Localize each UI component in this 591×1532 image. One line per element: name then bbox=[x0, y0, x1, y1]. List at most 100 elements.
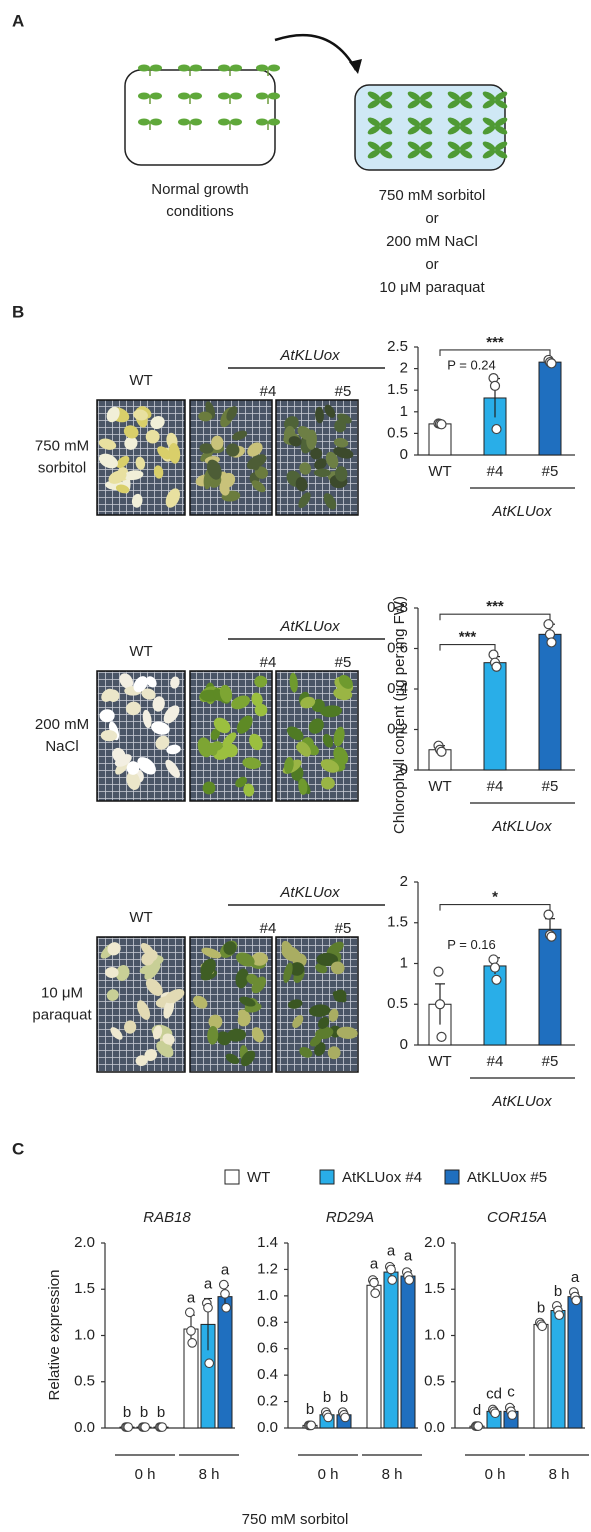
leaf bbox=[254, 703, 268, 717]
leaf bbox=[325, 451, 339, 469]
leaf bbox=[198, 411, 213, 422]
bar bbox=[533, 1323, 549, 1429]
condition-label: 200 mM bbox=[35, 716, 89, 733]
leaf bbox=[98, 438, 117, 450]
leaf bbox=[124, 1020, 137, 1034]
data-point bbox=[203, 1302, 213, 1313]
leaf bbox=[308, 718, 324, 734]
condition-label: paraquat bbox=[32, 1006, 92, 1023]
seedling bbox=[138, 118, 150, 126]
data-point bbox=[537, 1321, 548, 1332]
seedling bbox=[419, 91, 433, 101]
leaf bbox=[289, 672, 298, 693]
leaf bbox=[208, 1014, 223, 1029]
bar bbox=[366, 1284, 382, 1429]
caption: or bbox=[425, 256, 438, 273]
leaf bbox=[283, 962, 293, 983]
data-point bbox=[489, 962, 501, 973]
leaf bbox=[298, 492, 311, 509]
x-tick-label: WT bbox=[428, 1053, 451, 1070]
seedling bbox=[407, 99, 421, 109]
significance-letter: b bbox=[554, 1283, 562, 1300]
leaf bbox=[316, 952, 339, 967]
leaf bbox=[164, 989, 185, 1004]
y-tick-label: 0.8 bbox=[257, 1313, 278, 1330]
y-tick-label: 1.5 bbox=[74, 1280, 95, 1297]
legend-label: AtKLUox #4 bbox=[342, 1169, 422, 1186]
leaf bbox=[168, 443, 181, 464]
y-tick-label: 0 bbox=[400, 1036, 408, 1053]
y-tick-label: 1.5 bbox=[424, 1280, 445, 1297]
seedling bbox=[459, 149, 473, 159]
leaf bbox=[207, 1025, 219, 1045]
leaf bbox=[249, 733, 263, 751]
data-point bbox=[491, 423, 502, 435]
y-tick-label: 1.0 bbox=[257, 1287, 278, 1304]
leaf bbox=[110, 1027, 123, 1040]
seedling bbox=[494, 141, 508, 151]
significance-bracket bbox=[439, 349, 551, 356]
leaf bbox=[299, 1046, 313, 1058]
column-label: WT bbox=[129, 643, 152, 660]
significance-letter: b bbox=[306, 1401, 314, 1418]
leaf bbox=[125, 701, 141, 716]
leaf bbox=[131, 493, 143, 508]
leaf bbox=[146, 676, 157, 688]
seedling bbox=[482, 91, 496, 101]
data-point bbox=[340, 1412, 351, 1423]
seedling bbox=[494, 117, 508, 127]
legend-swatch bbox=[444, 1169, 460, 1185]
data-point bbox=[387, 1275, 398, 1285]
y-tick-label: 1.5 bbox=[387, 381, 408, 398]
y-tick-label: 2.0 bbox=[74, 1234, 95, 1251]
seedling bbox=[367, 149, 381, 159]
leaf bbox=[150, 416, 165, 430]
y-tick-label: 1 bbox=[400, 403, 408, 420]
bar bbox=[538, 633, 562, 771]
leaf bbox=[298, 778, 308, 795]
leaf bbox=[235, 952, 255, 967]
significance-letter: cd bbox=[486, 1386, 502, 1403]
data-point bbox=[543, 619, 554, 630]
condition-label: 10 μM bbox=[41, 984, 83, 1001]
leaf bbox=[236, 715, 253, 734]
seedling bbox=[218, 118, 230, 126]
chart-title: RD29A bbox=[326, 1209, 374, 1226]
leaf bbox=[225, 1053, 240, 1065]
leaf bbox=[295, 477, 308, 492]
y-tick-label: 0.5 bbox=[74, 1373, 95, 1390]
group-label: 0 h bbox=[135, 1466, 156, 1483]
seedling bbox=[407, 91, 421, 101]
leaf bbox=[306, 429, 317, 450]
leaf bbox=[165, 488, 181, 508]
leaf bbox=[156, 1041, 174, 1058]
leaf bbox=[243, 783, 255, 797]
seedling bbox=[482, 117, 496, 127]
leaf bbox=[124, 470, 144, 481]
leaf bbox=[115, 484, 130, 494]
data-point bbox=[123, 1422, 134, 1432]
significance-letter: b bbox=[323, 1389, 331, 1406]
seedling bbox=[482, 99, 496, 109]
seedling bbox=[447, 99, 461, 109]
data-point bbox=[489, 380, 501, 391]
leaf bbox=[201, 947, 222, 959]
leaf bbox=[232, 430, 248, 441]
group-label: 8 h bbox=[549, 1466, 570, 1483]
leaf bbox=[197, 737, 213, 758]
seedling bbox=[447, 141, 461, 151]
caption: 10 μM paraquat bbox=[379, 279, 485, 296]
seedling bbox=[367, 125, 381, 135]
leaf bbox=[333, 746, 349, 765]
leaf bbox=[337, 413, 352, 424]
caption: 200 mM NaCl bbox=[386, 233, 478, 250]
leaf bbox=[309, 1035, 322, 1047]
y-tick-label: 1.0 bbox=[74, 1326, 95, 1343]
leaf bbox=[231, 695, 251, 710]
group-label: AtKLUox bbox=[491, 818, 552, 835]
seedling bbox=[407, 141, 421, 151]
significance-label: *** bbox=[486, 334, 504, 351]
seedling bbox=[379, 141, 393, 151]
panel-label: B bbox=[12, 302, 24, 321]
